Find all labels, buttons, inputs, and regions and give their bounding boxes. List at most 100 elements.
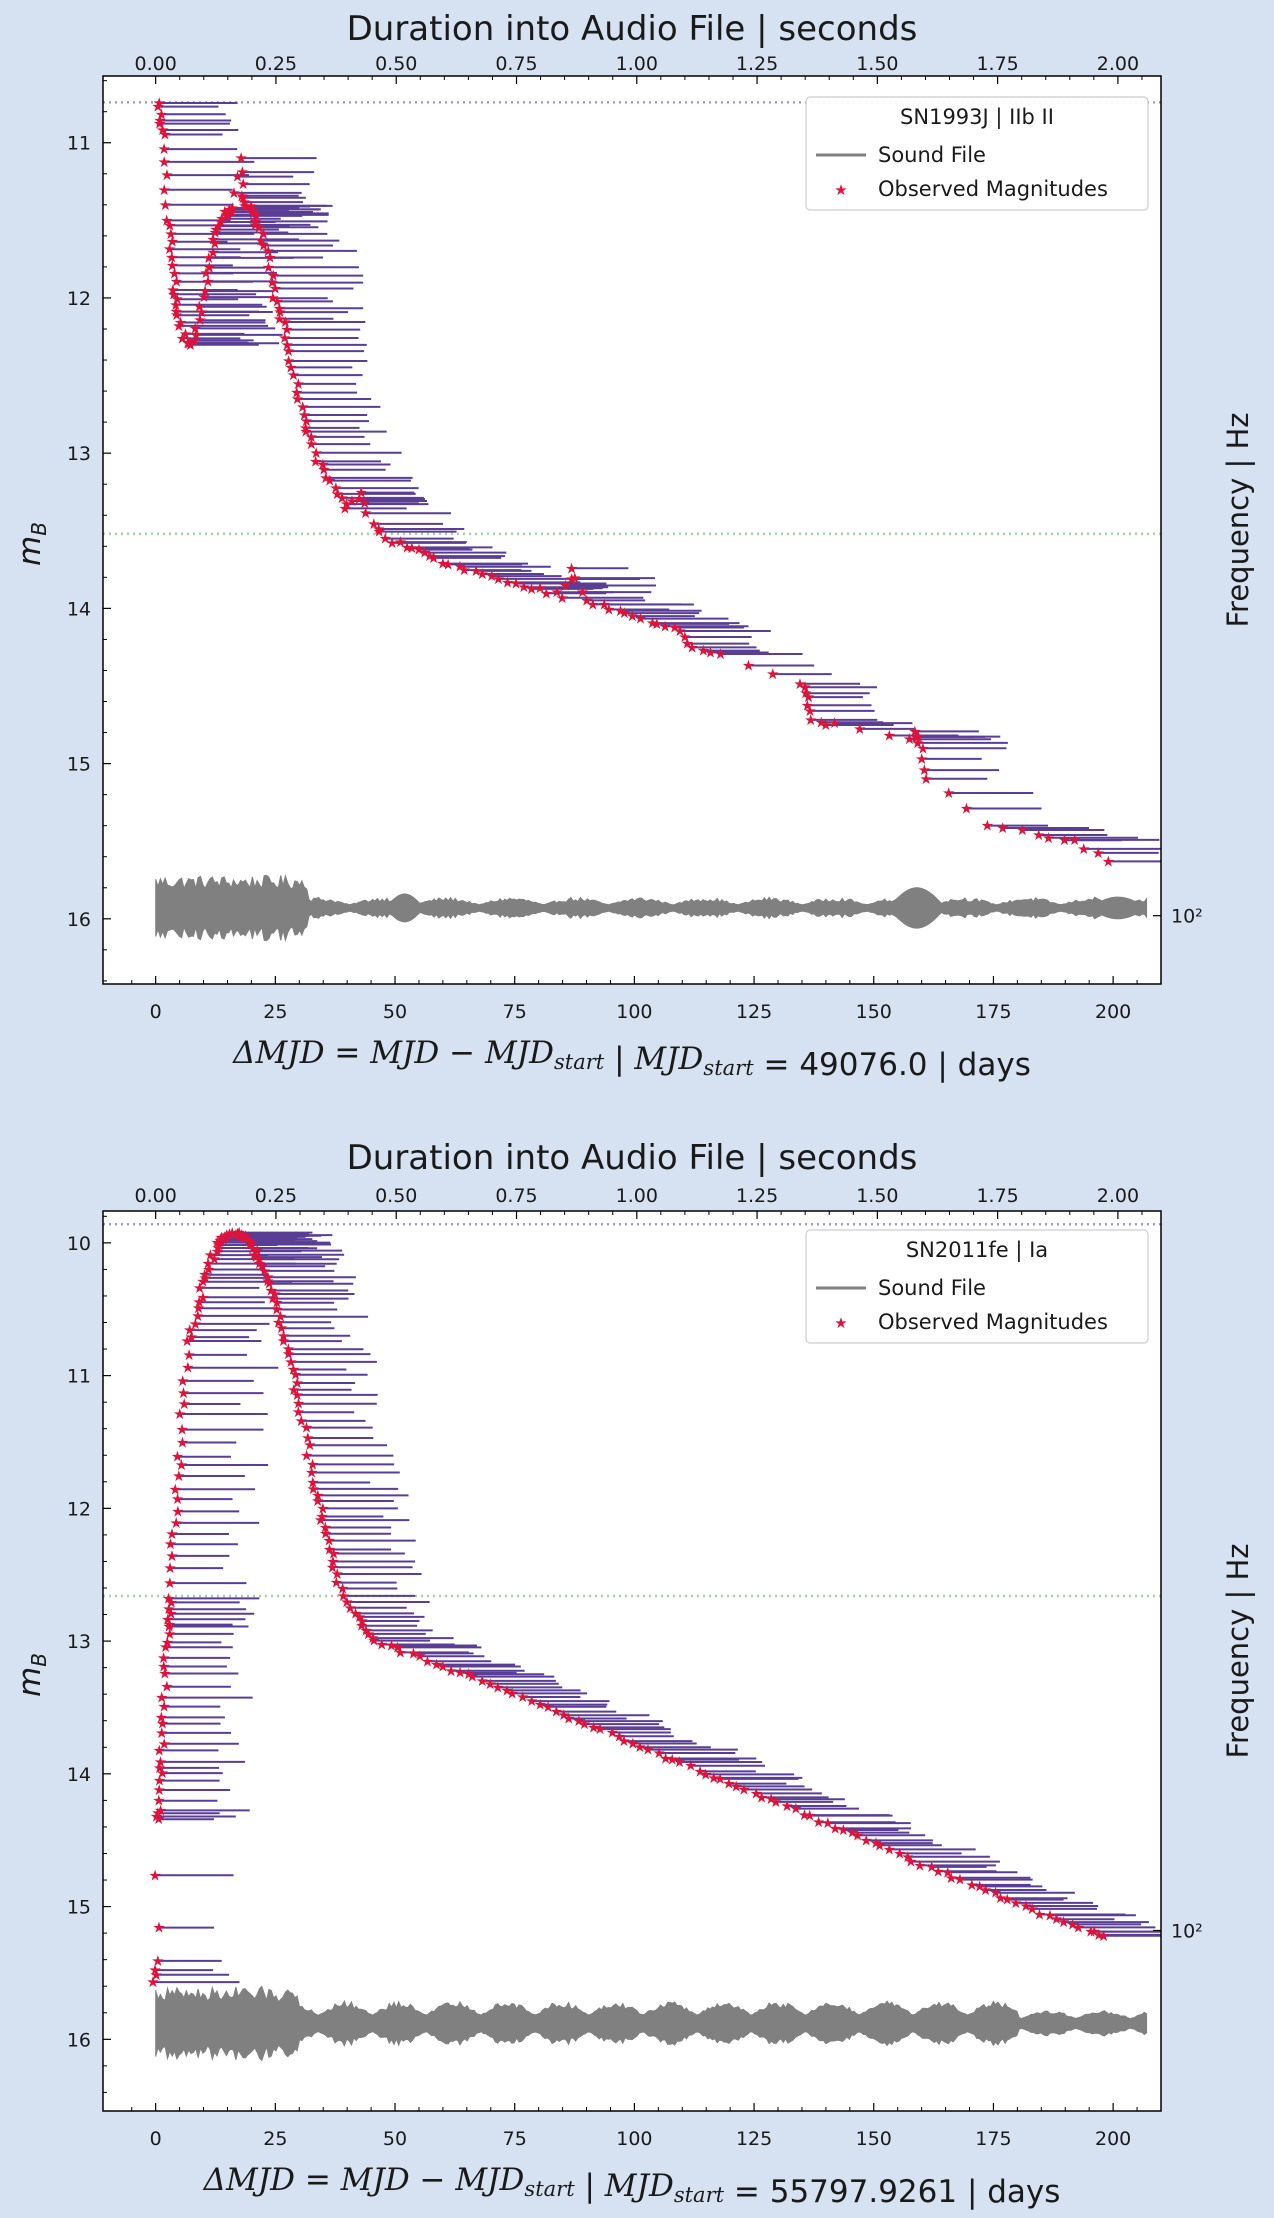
observed-magnitude-point: ★ xyxy=(873,1836,886,1854)
observed-magnitude-point: ★ xyxy=(1016,821,1029,839)
observed-magnitude-point: ★ xyxy=(176,1372,189,1390)
observed-magnitude-point: ★ xyxy=(646,614,659,632)
observed-magnitude-point: ★ xyxy=(319,469,332,487)
observed-magnitude-point: ★ xyxy=(218,1228,231,1246)
observed-magnitude-point: ★ xyxy=(668,619,681,637)
observed-magnitude-point: ★ xyxy=(291,390,304,408)
observed-magnitude-point: ★ xyxy=(197,288,210,306)
observed-magnitude-point: ★ xyxy=(191,1307,204,1325)
observed-magnitude-point: ★ xyxy=(340,1593,353,1611)
observed-magnitude-point: ★ xyxy=(859,1831,872,1849)
observed-magnitude-point: ★ xyxy=(233,1227,246,1245)
observed-magnitude-point: ★ xyxy=(181,1359,194,1377)
observed-magnitude-point: ★ xyxy=(266,289,279,307)
observed-magnitude-point: ★ xyxy=(272,1313,285,1331)
observed-magnitude-point: ★ xyxy=(218,202,231,220)
chart-title: Duration into Audio File | seconds xyxy=(347,9,918,49)
observed-magnitude-point: ★ xyxy=(156,1764,169,1782)
top-tick-label: 0.25 xyxy=(255,53,297,75)
observed-magnitude-point: ★ xyxy=(367,1632,380,1650)
x-axis-label-part: MJD xyxy=(340,2162,410,2198)
observed-magnitude-point: ★ xyxy=(183,334,196,352)
observed-magnitude-point: ★ xyxy=(195,303,208,321)
observed-magnitude-point: ★ xyxy=(466,1668,479,1686)
observed-magnitude-point: ★ xyxy=(161,1633,174,1651)
observed-magnitude-point: ★ xyxy=(1066,1915,1079,1933)
observed-magnitude-point: ★ xyxy=(1057,1913,1070,1931)
observed-magnitude-point: ★ xyxy=(421,1652,434,1670)
observed-magnitude-point: ★ xyxy=(252,218,265,236)
observed-magnitude-point: ★ xyxy=(170,303,183,321)
observed-magnitude-point: ★ xyxy=(306,1473,319,1491)
observed-magnitude-point: ★ xyxy=(258,1262,271,1280)
observed-magnitude-point: ★ xyxy=(804,711,817,729)
top-tick-label: 0.50 xyxy=(375,53,417,75)
x-axis-label-part: MJD xyxy=(454,2162,524,2198)
x-axis-label-part: = xyxy=(295,2162,341,2198)
observed-magnitude-point: ★ xyxy=(1058,831,1071,849)
observed-magnitude-point: ★ xyxy=(355,1612,368,1630)
observed-magnitude-point: ★ xyxy=(156,1715,169,1733)
observed-magnitude-point: ★ xyxy=(153,1781,166,1799)
observed-magnitude-point: ★ xyxy=(336,1579,349,1597)
right-tick-label: 10² xyxy=(1171,1920,1203,1942)
legend-point-swatch: ★ xyxy=(834,181,847,199)
observed-magnitude-point: ★ xyxy=(305,428,318,446)
observed-magnitude-point: ★ xyxy=(565,559,578,577)
y-axis-label-sub: B xyxy=(27,1653,51,1667)
observed-magnitude-point: ★ xyxy=(160,166,173,184)
observed-magnitude-point: ★ xyxy=(209,221,222,239)
observed-magnitude-point: ★ xyxy=(151,1804,164,1822)
sound-waveform xyxy=(155,873,1148,942)
observed-magnitude-point: ★ xyxy=(193,311,206,329)
observed-magnitude-point: ★ xyxy=(220,1228,233,1246)
observed-magnitude-point: ★ xyxy=(208,1250,221,1268)
observed-magnitude-point: ★ xyxy=(270,1294,283,1312)
observed-magnitude-point: ★ xyxy=(941,1863,954,1881)
observed-magnitude-point: ★ xyxy=(214,1228,227,1246)
x-tick-label: 25 xyxy=(263,2128,287,2150)
x-axis-label-part: ΔMJD xyxy=(203,2162,296,2198)
observed-magnitude-point: ★ xyxy=(587,1718,600,1736)
observed-magnitude-point: ★ xyxy=(292,1403,305,1421)
observed-magnitude-point: ★ xyxy=(211,1239,224,1257)
observed-magnitude-point: ★ xyxy=(989,1884,1002,1902)
observed-magnitude-point: ★ xyxy=(235,1227,248,1245)
observed-magnitude-point: ★ xyxy=(287,366,300,384)
observed-magnitude-point: ★ xyxy=(994,1889,1007,1907)
observed-magnitude-point: ★ xyxy=(236,1229,249,1247)
observed-magnitude-point: ★ xyxy=(755,1788,768,1806)
legend-box xyxy=(805,96,1149,211)
observed-magnitude-point: ★ xyxy=(165,1525,178,1543)
observed-magnitude-point: ★ xyxy=(237,175,250,193)
observed-magnitude-point: ★ xyxy=(803,1807,816,1825)
observed-magnitude-point: ★ xyxy=(634,610,647,628)
top-tick-label: 0.75 xyxy=(495,1185,537,1207)
x-axis-label-part: MJD xyxy=(604,2168,674,2204)
observed-magnitude-point: ★ xyxy=(911,728,924,746)
observed-magnitude-point: ★ xyxy=(246,1239,259,1257)
observed-magnitude-point: ★ xyxy=(436,1657,449,1675)
observed-magnitude-point: ★ xyxy=(665,1751,678,1769)
observed-magnitude-point: ★ xyxy=(1019,1897,1032,1915)
observed-magnitude-point: ★ xyxy=(274,1308,287,1326)
observed-magnitude-point: ★ xyxy=(281,336,294,354)
observed-magnitude-point: ★ xyxy=(326,1552,339,1570)
x-tick-label: 150 xyxy=(856,2128,892,2150)
observed-magnitude-point: ★ xyxy=(249,216,262,234)
observed-magnitude-point: ★ xyxy=(158,1664,171,1682)
observed-magnitude-point: ★ xyxy=(407,1644,420,1662)
observed-magnitude-point: ★ xyxy=(167,285,180,303)
observed-magnitude-point: ★ xyxy=(208,224,221,242)
observed-magnitude-point: ★ xyxy=(202,1261,215,1279)
observed-magnitude-point: ★ xyxy=(166,233,179,251)
x-axis-label-part: start xyxy=(674,2183,725,2207)
observed-magnitude-point: ★ xyxy=(262,1275,275,1293)
observed-magnitude-point: ★ xyxy=(565,570,578,588)
observed-magnitude-point: ★ xyxy=(177,1384,190,1402)
observed-magnitude-point: ★ xyxy=(673,622,686,640)
observed-magnitude-point: ★ xyxy=(1068,831,1081,849)
y-axis-label: mB xyxy=(12,522,51,566)
x-axis-label-part: MJD xyxy=(633,1041,703,1077)
